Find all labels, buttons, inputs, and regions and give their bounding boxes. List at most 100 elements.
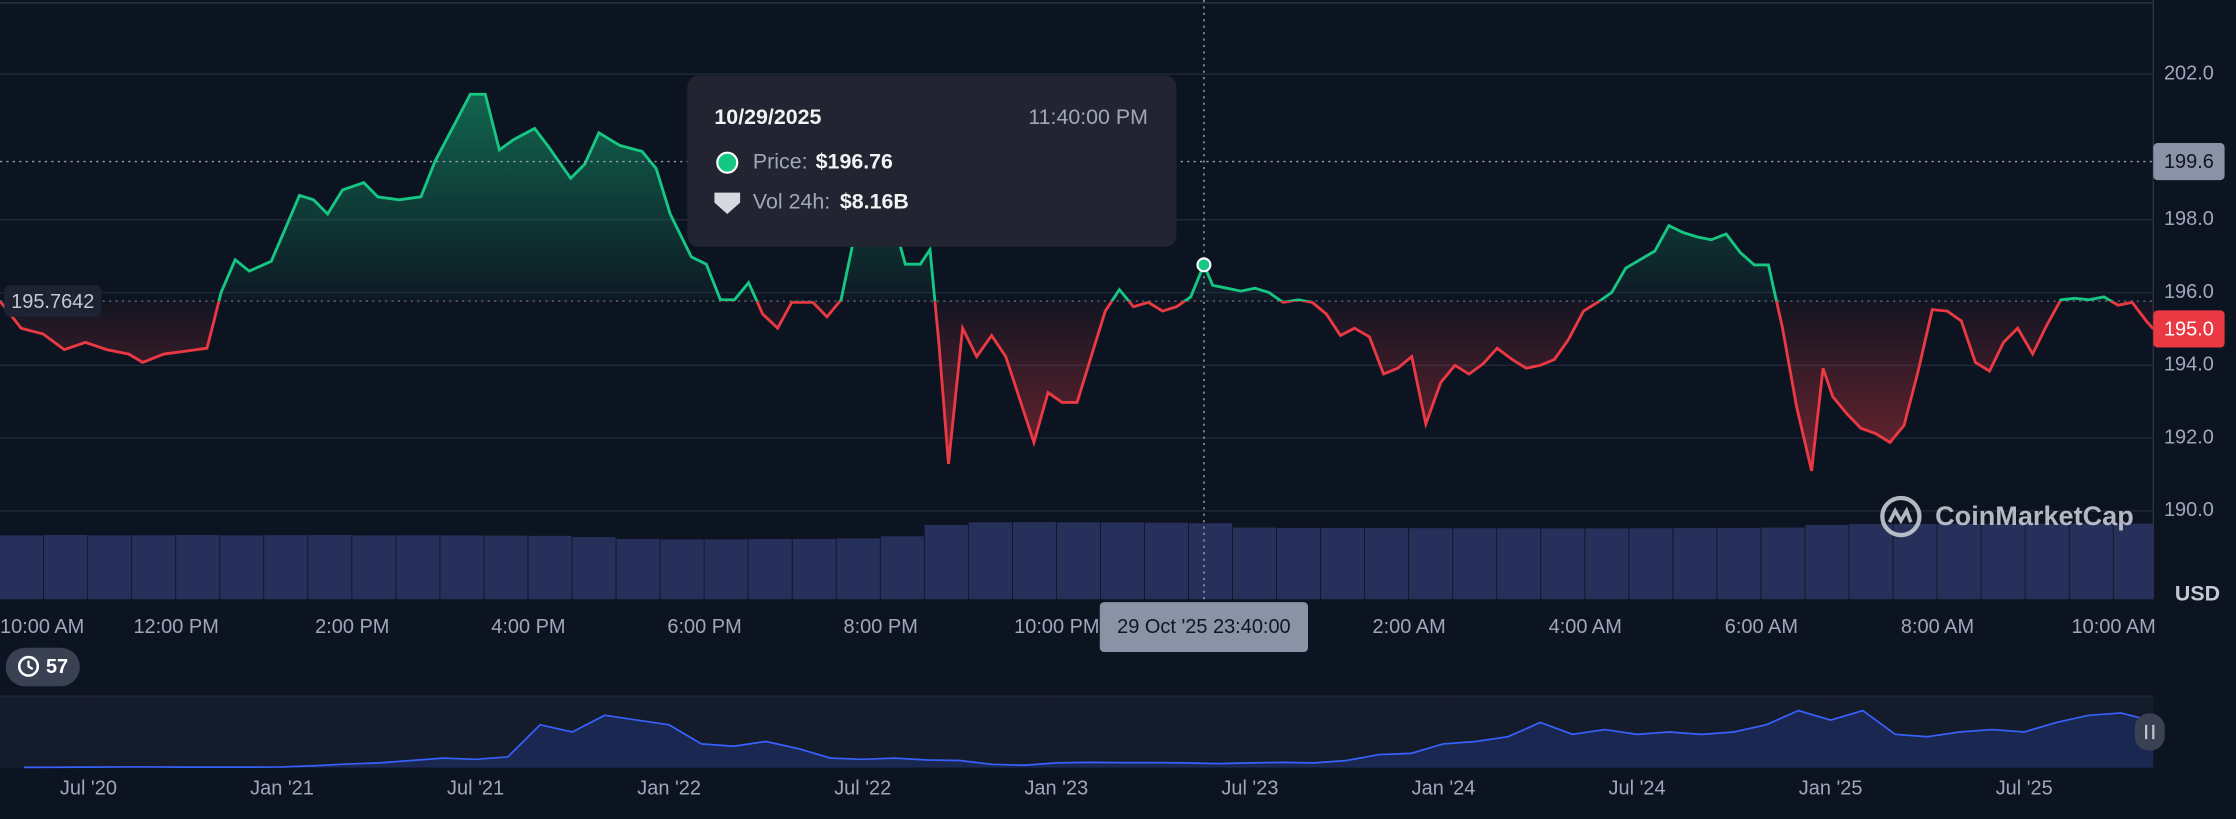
x-tick-label: 2:00 PM — [315, 616, 389, 638]
last-price-box — [2153, 310, 2225, 348]
y-tick-label: 196.0 — [2164, 281, 2214, 303]
badge-box[interactable] — [5, 647, 80, 687]
volume-bar — [220, 535, 264, 600]
price-line-up — [0, 92, 2134, 302]
price-icon — [716, 151, 739, 174]
navigator-window — [0, 696, 2154, 768]
x-tick-label: 10:00 AM — [2072, 616, 2156, 638]
volume-bar — [2113, 523, 2154, 600]
y-tick-label: 194.0 — [2164, 354, 2214, 376]
volume-bar — [132, 535, 176, 600]
volume-bar — [1409, 528, 1453, 600]
navigator-tick-label: Jul '21 — [447, 777, 504, 799]
volume-bar — [572, 537, 616, 600]
navigator-handle[interactable] — [2134, 713, 2165, 751]
navigator-tick-label: Jan '21 — [250, 777, 314, 799]
tooltip: 10/29/2025 11:40:00 PM Price: $196.76 Vo… — [687, 75, 1177, 247]
volume-bar — [484, 535, 528, 600]
x-tick-label: 8:00 PM — [844, 616, 918, 638]
volume-bar — [1144, 522, 1189, 600]
navigator-tick-label: Jul '22 — [834, 777, 891, 799]
volume-bar — [1056, 522, 1101, 600]
volume-bar — [1717, 527, 1761, 600]
badge[interactable]: 57 — [5, 647, 80, 687]
volume-bar — [1629, 528, 1673, 600]
volume-bar — [1937, 523, 1981, 600]
y-tick-label: 190.0 — [2164, 499, 2214, 521]
navigator-line — [23, 709, 2154, 769]
x-tick-label: 8:00 AM — [1901, 616, 1974, 638]
crosshair-x-label: 29 Oct '25 23:40:00 — [1117, 616, 1290, 638]
navigator-tick-label: Jul '23 — [1221, 777, 1278, 799]
volume-bar — [0, 535, 44, 600]
x-tick-label: 6:00 AM — [1725, 616, 1798, 638]
volume-bar — [88, 535, 132, 600]
volume-bar — [616, 538, 660, 600]
badge-count: 57 — [46, 656, 68, 678]
tooltip-date: 10/29/2025 — [714, 105, 821, 129]
volume-bar — [1321, 527, 1365, 600]
volume-bar — [1849, 524, 1893, 600]
tooltip-price: $196.76 — [816, 149, 893, 173]
baseline-label: 195.7642 — [11, 291, 94, 313]
volume-bar — [1761, 527, 1805, 600]
volume-bar — [1365, 528, 1409, 600]
volume-bar — [1673, 528, 1717, 600]
logo — [1880, 495, 1922, 538]
volume-bar — [176, 535, 220, 600]
badge-icon-hand — [27, 660, 34, 671]
volume-bar — [1497, 528, 1541, 600]
price-line-down — [0, 301, 2154, 472]
tooltip-box — [687, 75, 1177, 247]
navigator-tick-label: Jul '25 — [1996, 777, 2053, 799]
area-down — [0, 301, 2154, 471]
crosshair-y-label: 199.6 — [2164, 151, 2214, 173]
x-tick-label: 10:00 PM — [1014, 616, 1099, 638]
navigator-tick-label: Jan '23 — [1024, 777, 1088, 799]
y-tick-label: 192.0 — [2164, 426, 2214, 448]
volume-bar — [1188, 523, 1233, 600]
volume-bar — [2069, 523, 2113, 600]
crosshair-x-label-box — [1099, 602, 1309, 653]
volume-bar — [2025, 523, 2069, 600]
volume-bar — [660, 539, 704, 600]
y-tick-label: 198.0 — [2164, 208, 2214, 230]
x-tick-label: 4:00 PM — [491, 616, 565, 638]
volume-bar — [924, 524, 968, 600]
y-tick-label: 202.0 — [2164, 62, 2214, 84]
volume-bar — [44, 534, 88, 600]
volume-bar — [704, 539, 748, 600]
badge-icon — [17, 655, 40, 677]
tooltip-time: 11:40:00 PM — [1028, 105, 1148, 129]
volume-bar — [968, 522, 1012, 600]
last-price-label: 195.0 — [2164, 319, 2214, 341]
volume-bar — [528, 535, 572, 600]
x-tick-label: 4:00 AM — [1549, 616, 1622, 638]
volume-bar — [396, 535, 440, 600]
x-tick-label: 6:00 PM — [667, 616, 741, 638]
watermark: CoinMarketCap — [1880, 495, 2134, 538]
x-tick-label: 12:00 PM — [133, 616, 218, 638]
volume-bar — [1585, 528, 1629, 600]
volume-bar — [1277, 527, 1321, 600]
volume-bar — [792, 538, 836, 600]
volume-bar — [1100, 522, 1145, 600]
handle-box[interactable] — [2134, 713, 2165, 751]
volume-bar — [1232, 527, 1277, 600]
logo-mark — [1887, 506, 1913, 525]
volume-bar — [836, 538, 880, 600]
tooltip-volume-label: Vol 24h: — [753, 189, 830, 213]
navigator-area — [23, 710, 2154, 768]
volume-bar — [1981, 523, 2025, 600]
watermark-text: CoinMarketCap — [1935, 500, 2134, 531]
hover-point — [1196, 257, 1212, 273]
volume-bar — [352, 535, 396, 600]
navigator-tick-label: Jan '22 — [637, 777, 701, 799]
volume-bar — [440, 535, 484, 600]
x-tick-label: 2:00 AM — [1373, 616, 1446, 638]
navigator-tick-label: Jan '25 — [1799, 777, 1863, 799]
baseline-label-box — [4, 285, 102, 317]
x-tick-label: 10:00 AM — [0, 616, 84, 638]
